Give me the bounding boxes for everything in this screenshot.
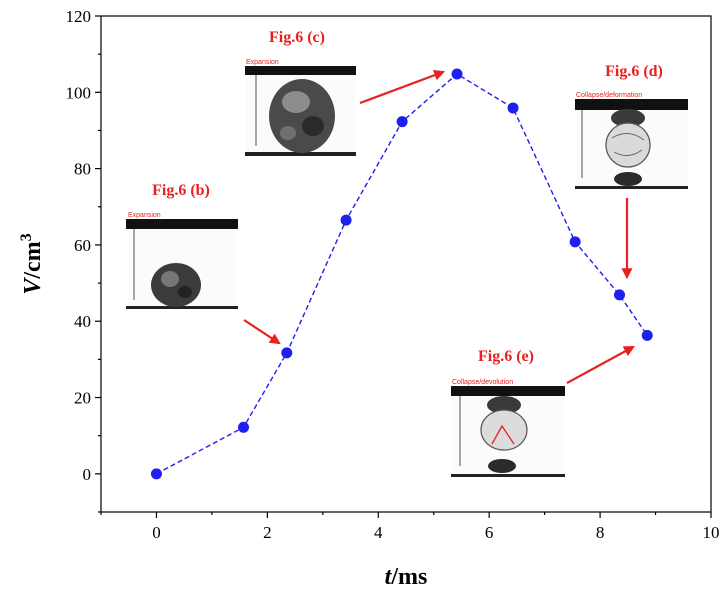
annotation-label-fig6c: Fig.6 (c) bbox=[269, 29, 325, 46]
data-point bbox=[396, 116, 408, 128]
arrow-fig6e bbox=[566, 345, 635, 384]
annotation-arrows bbox=[243, 69, 635, 384]
data-point bbox=[569, 236, 581, 248]
specimen-photo-collapse-deformation bbox=[575, 99, 688, 189]
x-tick-label: 2 bbox=[263, 523, 272, 542]
inset-fig6b: Fig.6 (b) Expansion bbox=[126, 182, 238, 309]
y-tick-label: 120 bbox=[66, 7, 92, 26]
data-point bbox=[507, 102, 519, 114]
data-point bbox=[238, 421, 250, 433]
inset-fig6e: Fig.6 (e) Collapse/devolution bbox=[451, 348, 565, 477]
inset-fig6d: Fig.6 (d) Collapse/deformation bbox=[575, 63, 688, 189]
data-point bbox=[281, 347, 293, 359]
y-tick-label: 20 bbox=[74, 389, 91, 408]
specimen-photo-expansion-peak bbox=[245, 66, 356, 156]
annotation-caption-fig6c: Expansion bbox=[246, 59, 279, 66]
plot-frame bbox=[100, 15, 712, 513]
annotation-label-fig6b: Fig.6 (b) bbox=[152, 182, 210, 199]
y-tick-label: 80 bbox=[74, 160, 91, 179]
data-point bbox=[340, 214, 352, 226]
arrow-fig6b bbox=[243, 319, 281, 345]
inset-fig6c: Fig.6 (c) Expansion bbox=[245, 29, 356, 156]
axis-ticks bbox=[95, 15, 712, 518]
x-tick-label: 10 bbox=[703, 523, 720, 542]
y-tick-label: 60 bbox=[74, 236, 91, 255]
data-point bbox=[614, 289, 625, 301]
annotation-caption-fig6d: Collapse/deformation bbox=[576, 92, 642, 99]
y-tick-label: 0 bbox=[83, 465, 92, 484]
y-axis-title: V/cm3 bbox=[18, 233, 46, 294]
annotation-caption-fig6e: Collapse/devolution bbox=[452, 379, 513, 386]
y-tick-label: 100 bbox=[66, 83, 92, 102]
series-volume bbox=[150, 68, 653, 480]
specimen-photo-collapse-devolution bbox=[451, 386, 565, 477]
annotation-label-fig6d: Fig.6 (d) bbox=[605, 63, 663, 80]
x-tick-label: 4 bbox=[374, 523, 383, 542]
x-axis-title: t/ms bbox=[385, 564, 428, 590]
data-point bbox=[641, 329, 653, 341]
x-tick-label: 6 bbox=[485, 523, 494, 542]
x-tick-label: 0 bbox=[152, 523, 161, 542]
data-point bbox=[451, 68, 463, 80]
annotation-label-fig6e: Fig.6 (e) bbox=[478, 348, 534, 365]
series-line bbox=[156, 73, 648, 475]
x-tick-label: 8 bbox=[596, 523, 605, 542]
annotation-caption-fig6b: Expansion bbox=[128, 212, 161, 219]
arrow-fig6c bbox=[359, 69, 446, 105]
specimen-photo-expansion-early bbox=[126, 219, 238, 309]
y-tick-label: 40 bbox=[74, 312, 91, 331]
data-point bbox=[150, 468, 162, 480]
